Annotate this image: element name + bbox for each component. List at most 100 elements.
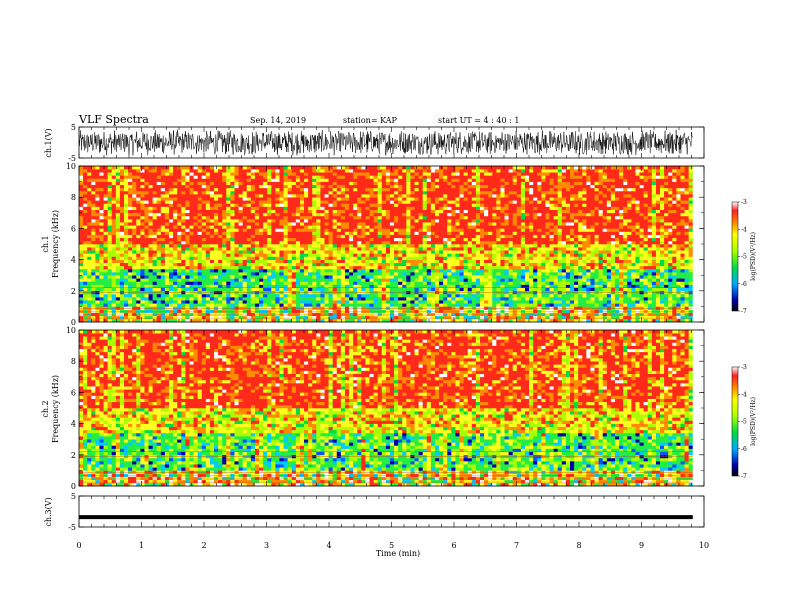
spectrogram-cell [124, 200, 129, 204]
spectrogram-cell [324, 247, 329, 251]
spectrogram-cell [185, 231, 190, 235]
spectrogram-cell [344, 172, 350, 176]
spectrogram-cell [463, 166, 469, 170]
spectrogram-cell [185, 268, 190, 273]
spectrogram-cell [394, 281, 399, 285]
spectrogram-cell [312, 253, 317, 257]
spectrogram-cell [91, 212, 96, 217]
spectrogram-cell [332, 303, 338, 307]
spectrogram-cell [373, 190, 378, 195]
spectrogram-cell [242, 215, 248, 220]
spectrogram-cell [471, 172, 477, 176]
spectrogram-cell [304, 275, 309, 279]
spectrogram-cell [115, 172, 121, 176]
spectrogram-cell [287, 215, 293, 220]
spectrogram-cell [344, 259, 350, 264]
spectrogram-cell [189, 281, 194, 285]
spectrogram-cell [430, 253, 436, 257]
spectrogram-cell [299, 184, 305, 189]
spectrogram-cell [373, 268, 378, 273]
spectrogram-cell [402, 166, 407, 170]
spectrogram-cell [169, 278, 174, 282]
spectrogram-cell [189, 315, 194, 320]
spectrogram-cell [279, 275, 284, 279]
spectrogram-cell [87, 234, 92, 239]
spectrogram-cell [185, 300, 190, 304]
spectrogram-cell [185, 203, 190, 207]
spectrogram-cell [459, 215, 464, 220]
spectrogram-cell [185, 225, 190, 229]
spectrogram-cell [394, 259, 399, 264]
spectrogram-cell [283, 281, 288, 285]
spectrogram-cell [246, 178, 252, 182]
spectrogram-cell [447, 244, 452, 248]
spectrogram-cell [218, 272, 223, 276]
spectrogram-cell [164, 256, 170, 260]
spectrogram-cell [140, 175, 145, 179]
spectrogram-cell [385, 318, 391, 323]
spectrogram-cell [205, 272, 211, 276]
spectrogram-cell [259, 253, 264, 257]
spectrogram-cell [271, 300, 276, 304]
spectrogram-cell [385, 187, 391, 192]
spectrogram-cell [394, 284, 399, 288]
spectrogram-cell [152, 253, 158, 257]
spectrogram-cell [304, 209, 309, 214]
spectrogram-cell [381, 259, 387, 264]
spectrogram-cell [136, 209, 141, 214]
spectrogram-cell [402, 234, 407, 239]
spectrogram-cell [365, 262, 370, 267]
spectrogram-cell [209, 309, 215, 313]
spectrogram-cell [316, 275, 321, 279]
spectrogram-cell [312, 222, 317, 226]
spectrogram-cell [287, 312, 293, 317]
spectrogram-cell [152, 306, 158, 310]
spectrogram-cell [463, 190, 469, 195]
spectrogram-cell [340, 219, 346, 223]
spectrogram-cell [79, 219, 84, 223]
spectrogram-cell [316, 206, 321, 210]
spectrogram-cell [426, 194, 432, 198]
spectrogram-cell [443, 318, 448, 323]
spectrogram-cell [271, 287, 276, 292]
spectrogram-cell [467, 172, 473, 176]
spectrogram-cell [181, 247, 186, 251]
spectrogram-cell [160, 215, 166, 220]
spectrogram-cell [128, 256, 133, 260]
spectrogram-cell [332, 178, 338, 182]
spectrogram-cell [332, 215, 338, 220]
spectrogram-cell [279, 190, 284, 195]
spectrogram-cell [430, 228, 436, 232]
spectrogram-cell [340, 306, 346, 310]
spectrogram-cell [299, 215, 305, 220]
spectrogram-cell [79, 265, 84, 270]
spectrogram-cell [169, 175, 174, 179]
spectrogram-cell [299, 275, 305, 279]
spectrogram-cell [414, 297, 419, 301]
spectrogram-cell [463, 306, 469, 310]
spectrogram-cell [83, 231, 88, 235]
spectrogram-cell [365, 278, 370, 282]
spectrogram-cell [144, 306, 149, 310]
spectrogram-cell [316, 169, 321, 173]
spectrogram-cell [308, 272, 313, 276]
spectrogram-cell [369, 256, 374, 260]
spectrogram-cell [267, 253, 272, 257]
spectrogram-cell [209, 225, 215, 229]
spectrogram-cell [402, 228, 407, 232]
spectrogram-cell [316, 315, 321, 320]
spectrogram-cell [299, 209, 305, 214]
spectrogram-cell [160, 303, 166, 307]
spectrogram-cell [291, 281, 297, 285]
spectrogram-cell [214, 312, 219, 317]
spectrogram-cell [369, 309, 374, 313]
spectrogram-cell [451, 203, 456, 207]
spectrogram-cell [259, 281, 264, 285]
spectrogram-cell [205, 293, 211, 298]
spectrogram-cell [111, 209, 117, 214]
spectrogram-cell [218, 256, 223, 260]
spectrogram-cell [357, 169, 362, 173]
spectrogram-cell [299, 240, 305, 245]
spectrogram-cell [79, 225, 84, 229]
spectrogram-cell [389, 222, 395, 226]
